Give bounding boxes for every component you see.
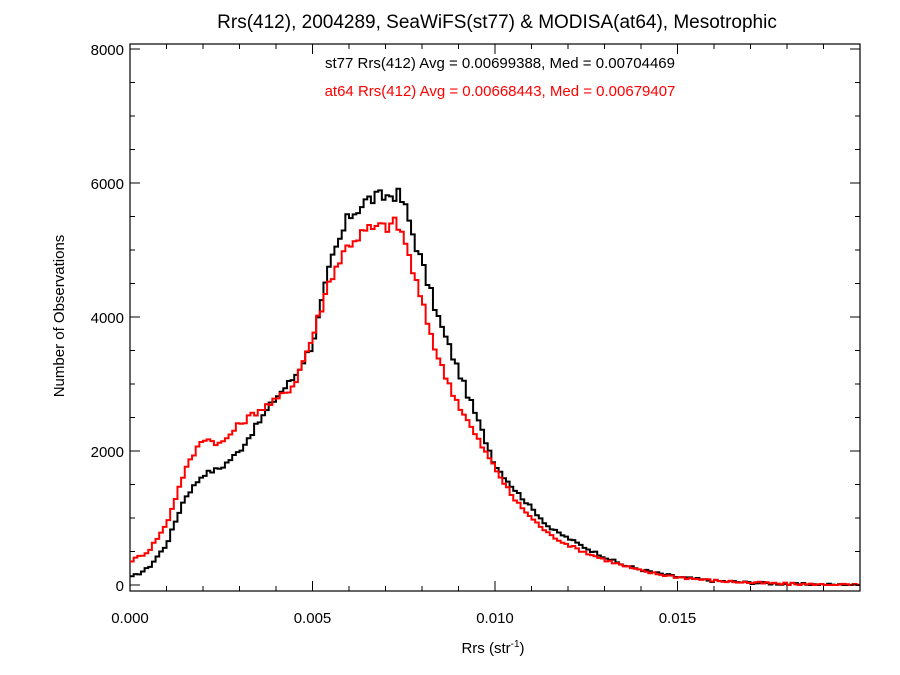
annotation-at64: at64 Rrs(412) Avg = 0.00668443, Med = 0.… [325, 83, 676, 100]
axes-layer: 0.000 0.005 0.010 0.015 0 2000 4000 6000 8000 [91, 42, 861, 627]
annotation-st77: st77 Rrs(412) Avg = 0.00699388, Med = 0.… [325, 55, 675, 72]
y-tick-label: 2000 [91, 444, 124, 461]
x-axis-label-close: ) [520, 640, 525, 657]
y-axis-label: Number of Observations [51, 235, 68, 398]
plot-frame [129, 43, 861, 592]
series-at64 [130, 216, 860, 586]
x-axis-label-superscript: -1 [511, 639, 520, 650]
x-tick-label: 0.005 [294, 610, 332, 627]
chart-title: Rrs(412), 2004289, SeaWiFS(st77) & MODIS… [217, 12, 777, 33]
series-layer [130, 187, 860, 586]
x-tick-label: 0.000 [111, 610, 149, 627]
y-tick-label: 0 [116, 578, 124, 595]
y-tick-label: 6000 [91, 176, 124, 193]
x-axis-label: Rrs (str-1) [461, 639, 524, 657]
x-tick-label: 0.010 [476, 610, 514, 627]
x-tick-label: 0.015 [659, 610, 697, 627]
y-tick-label: 4000 [91, 310, 124, 327]
x-axis-label-text: Rrs (str [461, 640, 510, 657]
y-tick-label: 8000 [91, 42, 124, 59]
series-st77 [130, 187, 860, 586]
